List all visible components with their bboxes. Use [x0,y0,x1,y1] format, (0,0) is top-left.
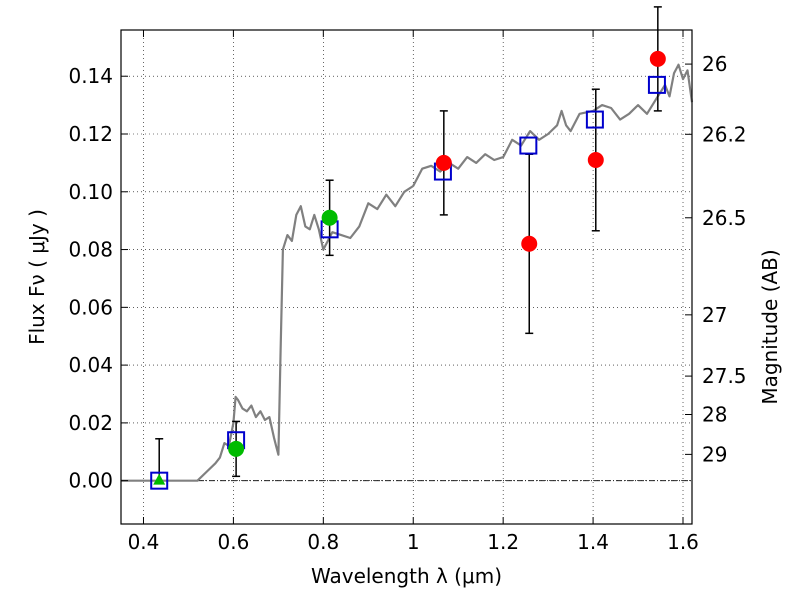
y-tick-label: 0.10 [68,180,113,204]
y2-tick-label: 26.5 [702,206,747,230]
axis-ticks [121,30,692,524]
y2-tick-label: 29 [702,442,727,466]
x-tick-label: 1.2 [487,530,519,554]
y-tick-label: 0.06 [68,295,113,319]
red-data-point [521,235,538,252]
plot-frame [120,29,693,525]
x-tick-label: 1 [407,530,420,554]
red-data-point [587,152,604,168]
y2-axis-label: Magnitude (AB) [758,249,782,404]
green-data-point [321,209,338,226]
model-square-point [647,75,666,94]
y2-tick-label: 26.2 [702,122,747,146]
x-tick-label: 0.6 [217,530,249,554]
x-tick-label: 1.4 [577,530,609,554]
x-tick-labels: 0.4 0.6 0.8 1 1.2 1.4 1.6 [128,530,699,554]
y2-tick-label: 28 [702,403,727,427]
green-data-point [228,440,245,457]
y-tick-label: 0.00 [68,469,113,493]
x-tick-label: 0.4 [128,530,160,554]
y-tick-label: 0.08 [68,238,113,262]
x-tick-label: 1.6 [667,530,699,554]
x-tick-label: 0.8 [307,530,339,554]
plot-area [121,6,694,490]
green-triangle-point [153,473,166,485]
y-tick-label: 0.14 [68,64,113,88]
y-axis-label: Flux Fν ( μJy ) [25,209,49,345]
y2-tick-labels: 26 26.2 26.5 27 27.5 28 29 [702,52,747,466]
y-tick-label: 0.12 [68,122,113,146]
y2-tick-label: 27.5 [702,364,747,388]
y-tick-labels: 0.00 0.02 0.04 0.06 0.08 0.10 0.12 0.14 [68,64,113,492]
red-data-point [649,50,666,67]
model-sed-line [121,63,694,482]
y-tick-label: 0.02 [68,411,113,435]
y-tick-label: 0.04 [68,353,113,377]
model-square-point [150,471,169,490]
model-square-point [585,110,604,129]
y2-tick-label: 26 [702,52,727,76]
x-axis-label: Wavelength λ (μm) [311,564,502,588]
y2-tick-label: 27 [702,303,727,327]
model-square-point [519,136,538,155]
grid-lines [121,30,692,524]
red-data-point [435,154,452,171]
